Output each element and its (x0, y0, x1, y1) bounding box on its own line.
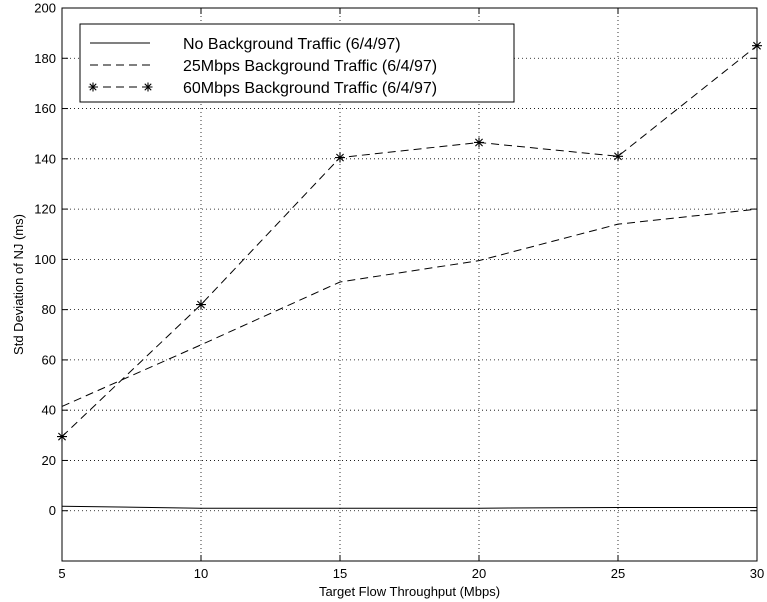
series-line-1 (61, 505, 757, 509)
y-axis-label: Std Deviation of NJ (ms) (11, 214, 26, 355)
y-tick-label: 180 (34, 51, 56, 66)
x-tick-label: 15 (333, 566, 347, 581)
legend: No Background Traffic (6/4/97) 25Mbps Bac… (79, 23, 515, 103)
y-tick-label: 160 (34, 101, 56, 116)
legend-label-3: 60Mbps Background Traffic (6/4/97) (183, 80, 437, 97)
series-line-3 (61, 45, 758, 437)
x-axis-label: Target Flow Throughput (Mbps) (319, 584, 500, 599)
series-3-point (196, 299, 206, 310)
series-3-point (335, 152, 345, 163)
x-tick-label: 10 (194, 566, 208, 581)
y-tick-label: 140 (34, 151, 56, 166)
plot-area-frame (61, 7, 758, 562)
y-tick-label: 120 (34, 202, 56, 217)
series-layer (57, 40, 762, 509)
legend-box (79, 23, 515, 103)
y-tick-label: 60 (42, 352, 56, 367)
x-tick-label: 30 (750, 566, 764, 581)
x-tick-label: 20 (472, 566, 486, 581)
series-3-point (613, 151, 623, 162)
y-tick-label: 200 (34, 1, 56, 16)
legend-marker-3 (88, 82, 98, 92)
y-tick-label: 40 (42, 403, 56, 418)
series-3-point (752, 40, 762, 51)
axis-ticks: 5 10 15 20 25 30 0 20 40 60 80 100 120 140 160 180 200 (34, 1, 764, 582)
x-tick-label: 5 (58, 566, 65, 581)
y-tick-label: 0 (49, 503, 56, 518)
series-3-point (474, 137, 484, 148)
legend-marker-3 (143, 82, 153, 92)
y-tick-label: 20 (42, 453, 56, 468)
x-tick-label: 25 (611, 566, 625, 581)
y-tick-label: 100 (34, 252, 56, 267)
series-3-point (57, 431, 67, 442)
legend-label-2: 25Mbps Background Traffic (6/4/97) (183, 58, 437, 75)
legend-label-1: No Background Traffic (6/4/97) (183, 36, 401, 53)
series-line-2 (61, 208, 758, 407)
y-tick-label: 80 (42, 302, 56, 317)
